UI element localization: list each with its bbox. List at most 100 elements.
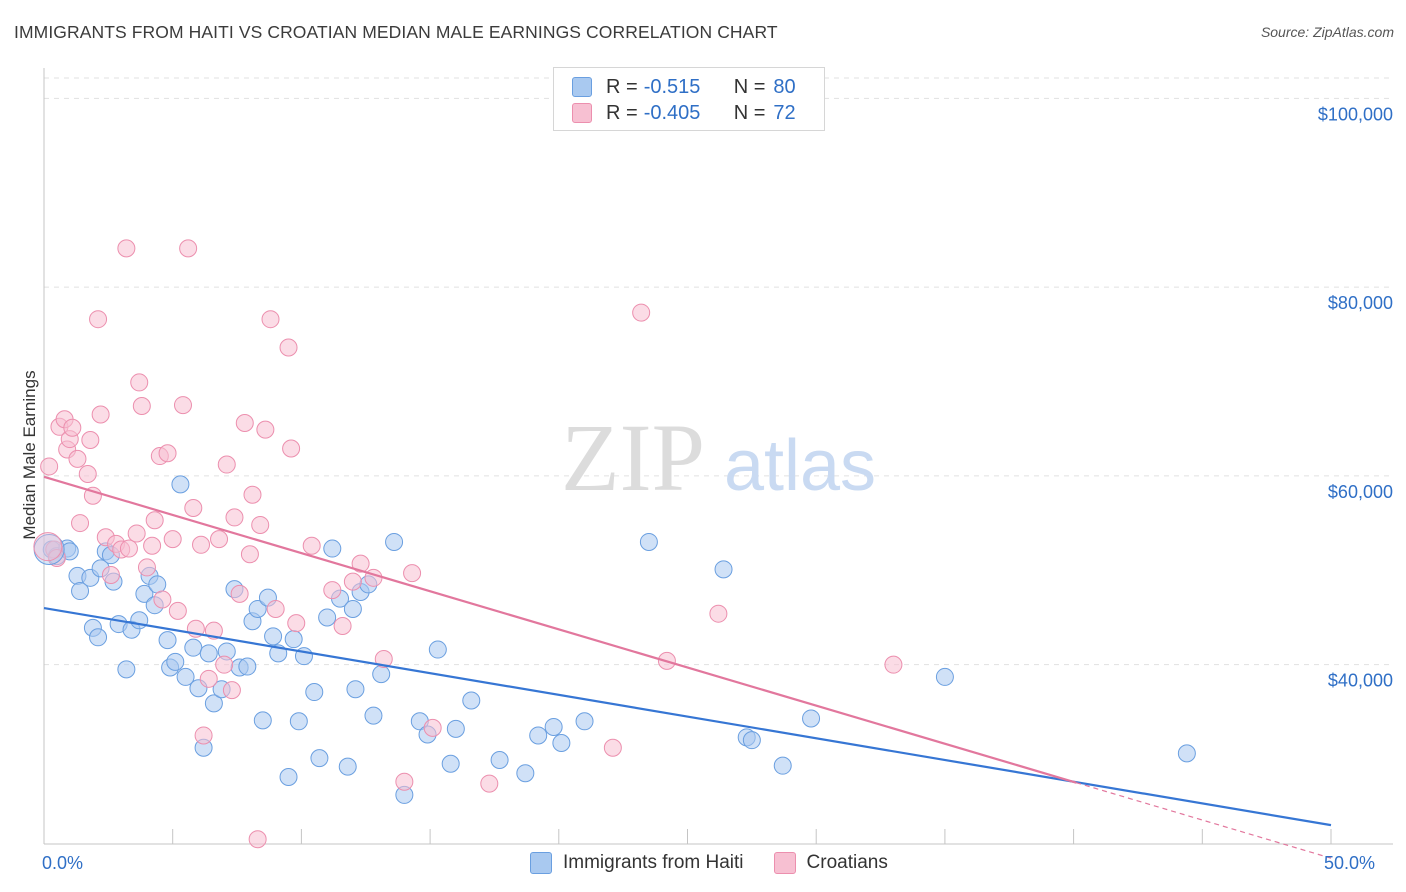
haiti-point [446, 719, 465, 738]
haiti-point [802, 709, 821, 728]
haiti-point [166, 652, 185, 671]
croatian-point [395, 772, 414, 791]
croatian-point [173, 396, 192, 415]
croatian-point [137, 558, 156, 577]
croatian-point [222, 681, 241, 700]
legend-item-haiti[interactable]: Immigrants from Haiti [530, 852, 744, 874]
haiti-point [130, 611, 149, 630]
croatian-point [194, 726, 213, 745]
legend-swatch-haiti [572, 77, 592, 97]
croatian-point [63, 418, 82, 437]
haiti-point [171, 475, 190, 494]
y-tick-labels: $40,000 $60,000 $80,000 $100,000 [1318, 104, 1393, 690]
legend-item-croatians[interactable]: Croatians [773, 852, 888, 874]
haiti-point [575, 712, 594, 731]
croatian-point [480, 774, 499, 793]
croatian-point [119, 539, 138, 558]
legend-label-croatians: Croatians [806, 852, 888, 873]
trend-line-haiti [43, 606, 1332, 827]
haiti-point [248, 599, 267, 618]
croatian-point [210, 530, 229, 549]
haiti-point [552, 734, 571, 753]
haiti-point [184, 638, 203, 657]
series-legend: Immigrants from Haiti Croatians [530, 852, 918, 874]
data-points [33, 239, 1196, 849]
haiti-point [253, 711, 272, 730]
r-label: R = [606, 101, 638, 124]
croatian-point [215, 655, 234, 674]
croatian-point [251, 515, 270, 534]
legend-swatch-croatians [773, 852, 796, 874]
haiti-point [284, 630, 303, 649]
haiti-point [204, 694, 223, 713]
croatian-point [132, 397, 151, 416]
croatian-point [351, 554, 370, 573]
y-axis-label: Median Male Earnings [20, 370, 39, 540]
n-label: N = [733, 75, 766, 98]
croatian-point [632, 303, 651, 322]
axes [43, 68, 1393, 845]
croatian-point [89, 310, 108, 329]
watermark-zip: ZIP [561, 404, 705, 511]
croatian-point [282, 439, 301, 458]
croatian-point [302, 536, 321, 555]
croatian-point [287, 614, 306, 633]
haiti-point [385, 532, 404, 551]
haiti-point [148, 575, 167, 594]
haiti-point [372, 665, 391, 684]
croatian-point [225, 508, 244, 527]
croatian-point [217, 455, 236, 474]
y-tick-label: $100,000 [1318, 104, 1393, 124]
croatian-point [240, 545, 259, 564]
haiti-point [714, 560, 733, 579]
haiti-point [364, 706, 383, 725]
croatian-point [158, 444, 177, 463]
chart-title: IMMIGRANTS FROM HAITI VS CROATIAN MEDIAN… [14, 22, 778, 42]
croatian-point [40, 457, 59, 476]
croatian-point [266, 599, 285, 618]
croatian-point [243, 485, 262, 504]
croatian-point [68, 449, 87, 468]
haiti-point [773, 756, 792, 775]
haiti-point [529, 726, 548, 745]
croatian-point [279, 338, 298, 357]
n-value: 72 [773, 101, 796, 124]
croatian-point [230, 584, 249, 603]
croatian-point [145, 511, 164, 530]
croatian-point [127, 524, 146, 543]
croatian-point [603, 738, 622, 757]
watermark: ZIP atlas [561, 404, 876, 511]
haiti-point [639, 532, 658, 551]
legend-swatch-haiti [530, 852, 552, 874]
croatian-point [33, 532, 63, 562]
haiti-point [462, 691, 481, 710]
haiti-point [346, 680, 365, 699]
croatian-point [179, 239, 198, 258]
haiti-point [71, 582, 90, 601]
haiti-point [343, 599, 362, 618]
haiti-point [516, 764, 535, 783]
y-tick-label: $40,000 [1328, 671, 1393, 691]
haiti-point [279, 767, 298, 786]
croatian-point [168, 601, 187, 620]
watermark-atlas: atlas [724, 426, 876, 506]
r-value: -0.515 [643, 75, 701, 98]
croatian-point [343, 572, 362, 591]
haiti-point [158, 631, 177, 650]
croatian-point [323, 581, 342, 600]
haiti-point [310, 749, 329, 768]
r-label: R = [606, 75, 638, 98]
haiti-point [264, 627, 283, 646]
haiti-point [1177, 744, 1196, 763]
croatian-point [235, 414, 254, 433]
correlation-legend: R = -0.515 N = 80 R = -0.405 N = 72 [553, 67, 825, 131]
haiti-point [135, 584, 154, 603]
haiti-point [238, 657, 257, 676]
legend-swatch-croatians [572, 103, 592, 123]
haiti-point [89, 628, 108, 647]
n-label: N = [733, 101, 766, 124]
trend-line-croatians-extension [1076, 782, 1332, 859]
croatian-point [199, 669, 218, 688]
croatian-point [423, 718, 442, 737]
